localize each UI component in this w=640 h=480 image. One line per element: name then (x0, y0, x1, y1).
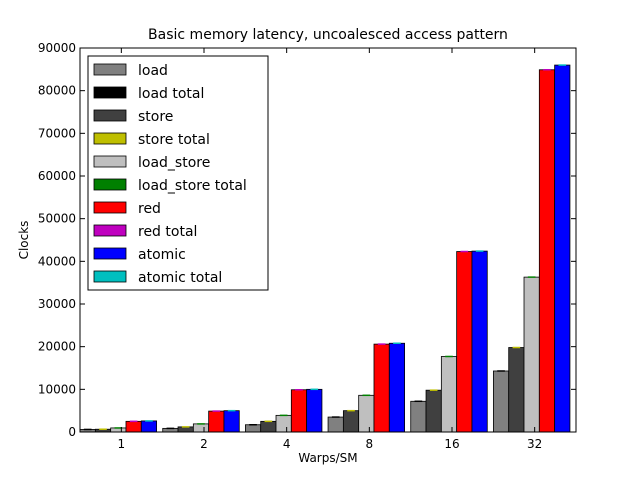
legend: load load total store store total load_store… (87, 55, 269, 291)
bar-atomic-8 (388, 342, 406, 433)
bar-load-store-32 (523, 276, 540, 433)
legend-label-store: store (138, 109, 173, 125)
x-tick-label: 8 (366, 437, 374, 451)
bar-atomic-16 (471, 250, 488, 433)
bar-load-store-4 (275, 414, 292, 433)
bar-load-4 (244, 424, 262, 433)
legend-label-load-store: load_store (138, 155, 210, 171)
legend-swatch-load (93, 63, 127, 76)
legend-swatch-atomic (93, 247, 127, 260)
y-tick-label: 30000 (38, 297, 76, 311)
bar-red-32 (538, 69, 556, 433)
y-tick-label: 20000 (38, 340, 76, 354)
y-tick-label: 40000 (38, 254, 76, 268)
plot-frame (79, 47, 577, 433)
y-tick-label: 50000 (38, 212, 76, 226)
bar-red-8 (373, 343, 390, 433)
bar-red-16 (456, 251, 473, 433)
y-tick-label: 60000 (38, 169, 76, 183)
legend-swatch-load-store-total (93, 178, 127, 191)
bar-store-32 (508, 347, 525, 433)
bar-atomic-1 (140, 420, 158, 433)
x-tick-label: 1 (118, 437, 126, 451)
bar-store-2 (177, 426, 194, 433)
legend-swatch-red (93, 201, 127, 214)
legend-swatch-atomic-total (93, 270, 127, 283)
legend-swatch-store (93, 109, 127, 122)
y-tick-label: 10000 (38, 382, 76, 396)
bar-load-store-16 (440, 356, 458, 433)
legend-label-store-total: store total (138, 132, 210, 148)
x-tick-label: 2 (200, 437, 208, 451)
chart-title: Basic memory latency, uncoalesced access… (148, 27, 508, 43)
legend-label-red-total: red total (138, 224, 197, 240)
legend-label-load-total: load total (138, 86, 204, 102)
errorbars-layer (83, 64, 567, 431)
legend-label-atomic-total: atomic total (138, 270, 222, 286)
bar-load-store-8 (358, 394, 375, 433)
legend-swatch-load-total (93, 86, 127, 99)
legend-swatch-red-total (93, 224, 127, 237)
bar-store-4 (260, 420, 277, 433)
x-axis: 1 2 4 8 16 32 (118, 48, 542, 451)
x-tick-label: 4 (283, 437, 291, 451)
bar-load-32 (492, 370, 510, 433)
y-tick-label: 0 (68, 425, 76, 439)
bar-red-1 (125, 420, 142, 433)
bar-atomic-2 (223, 410, 240, 433)
bar-store-16 (425, 389, 442, 433)
legend-label-load-store-total: load_store total (138, 178, 247, 194)
bar-red-2 (208, 410, 225, 433)
legend-label-red: red (138, 201, 161, 217)
x-axis-label: Warps/SM (298, 451, 357, 465)
x-tick-label: 32 (527, 437, 542, 451)
y-axis: 0 10000 20000 30000 40000 50000 60000 70000 8000… (38, 41, 576, 439)
legend-label-atomic: atomic (138, 247, 186, 263)
legend-swatch-load-store (93, 155, 127, 168)
y-tick-label: 70000 (38, 126, 76, 140)
bar-store-8 (342, 410, 360, 433)
bar-atomic-4 (306, 388, 323, 433)
bars-layer (79, 64, 571, 433)
bar-red-4 (290, 389, 308, 433)
bar-load-store-2 (192, 423, 210, 433)
bar-atomic-32 (554, 64, 571, 433)
y-axis-label: Clocks (17, 221, 31, 260)
y-tick-label: 90000 (38, 41, 76, 55)
bar-load-16 (410, 400, 427, 433)
legend-swatch-store-total (93, 132, 127, 145)
legend-label-load: load (138, 63, 168, 79)
x-tick-label: 16 (444, 437, 459, 451)
y-tick-label: 80000 (38, 84, 76, 98)
bar-load-8 (327, 416, 344, 433)
